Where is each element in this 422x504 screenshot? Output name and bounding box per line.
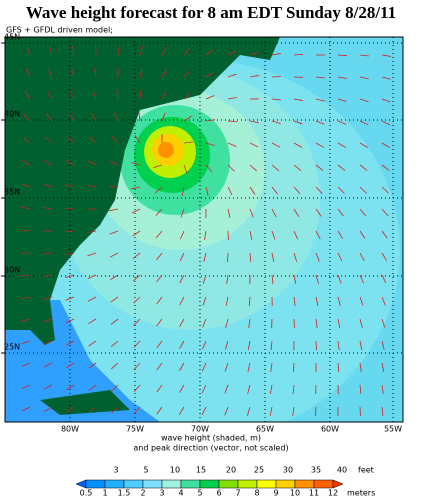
lon-label: 55W [384, 425, 402, 434]
meter-label: 10 [290, 489, 300, 498]
lon-label: 80W [61, 425, 79, 434]
lat-label: 40N [4, 110, 20, 119]
feet-label: 20 [226, 466, 236, 475]
meter-label: 5 [197, 489, 202, 498]
meter-label: 2 [140, 489, 145, 498]
color-bar-segment [276, 480, 295, 488]
color-bar-segment [105, 480, 124, 488]
meter-label: 11 [309, 489, 319, 498]
caption: wave height (shaded, m) [161, 434, 261, 443]
color-bar-segment [314, 480, 333, 488]
feet-label: 40 [337, 466, 347, 475]
color-bar-segment [143, 480, 162, 488]
subtitle: GFS + GFDL driven model; [6, 26, 113, 35]
feet-label: 35 [311, 466, 321, 475]
feet-label: 25 [254, 466, 264, 475]
caption: and peak direction (vector, not scaled) [133, 444, 288, 453]
meter-unit: meters [347, 489, 375, 498]
meter-label: 6 [216, 489, 221, 498]
lat-label: 35N [4, 188, 20, 197]
color-bar-segment [219, 480, 238, 488]
meter-label: 4 [178, 489, 183, 498]
meter-label: 7 [235, 489, 240, 498]
color-bar-segment [181, 480, 200, 488]
meter-label: 9 [273, 489, 278, 498]
color-bar-segment [295, 480, 314, 488]
feet-unit: feet [358, 466, 374, 475]
meter-label: 12 [328, 489, 338, 498]
lon-label: 65W [256, 425, 274, 434]
meter-label: 1 [102, 489, 107, 498]
feet-label: 15 [196, 466, 206, 475]
meter-label: 3 [159, 489, 164, 498]
color-bar-segment [86, 480, 105, 488]
color-bar-end [76, 480, 86, 488]
color-bar-segment [200, 480, 219, 488]
title: Wave height forecast for 8 am EDT Sunday… [26, 3, 396, 22]
color-bar-segment [257, 480, 276, 488]
color-bar-segment [238, 480, 257, 488]
color-bar-segment [124, 480, 143, 488]
color-bar [76, 480, 343, 488]
color-bar-segment [162, 480, 181, 488]
direction-vector [293, 363, 294, 372]
meter-label: 8 [254, 489, 259, 498]
wave-zone [158, 142, 174, 158]
lon-label: 60W [321, 425, 339, 434]
lat-label: 45N [4, 33, 20, 42]
map [0, 37, 403, 440]
color-bar-end [333, 480, 343, 488]
lon-label: 75W [126, 425, 144, 434]
feet-label: 3 [113, 466, 118, 475]
lon-label: 70W [191, 425, 209, 434]
lat-label: 25N [4, 343, 20, 352]
feet-label: 10 [170, 466, 180, 475]
meter-label: 1.5 [118, 489, 131, 498]
feet-label: 30 [283, 466, 293, 475]
feet-label: 5 [143, 466, 148, 475]
direction-vector [338, 55, 347, 56]
meter-label: 0.5 [80, 489, 93, 498]
lat-label: 30N [4, 266, 20, 275]
